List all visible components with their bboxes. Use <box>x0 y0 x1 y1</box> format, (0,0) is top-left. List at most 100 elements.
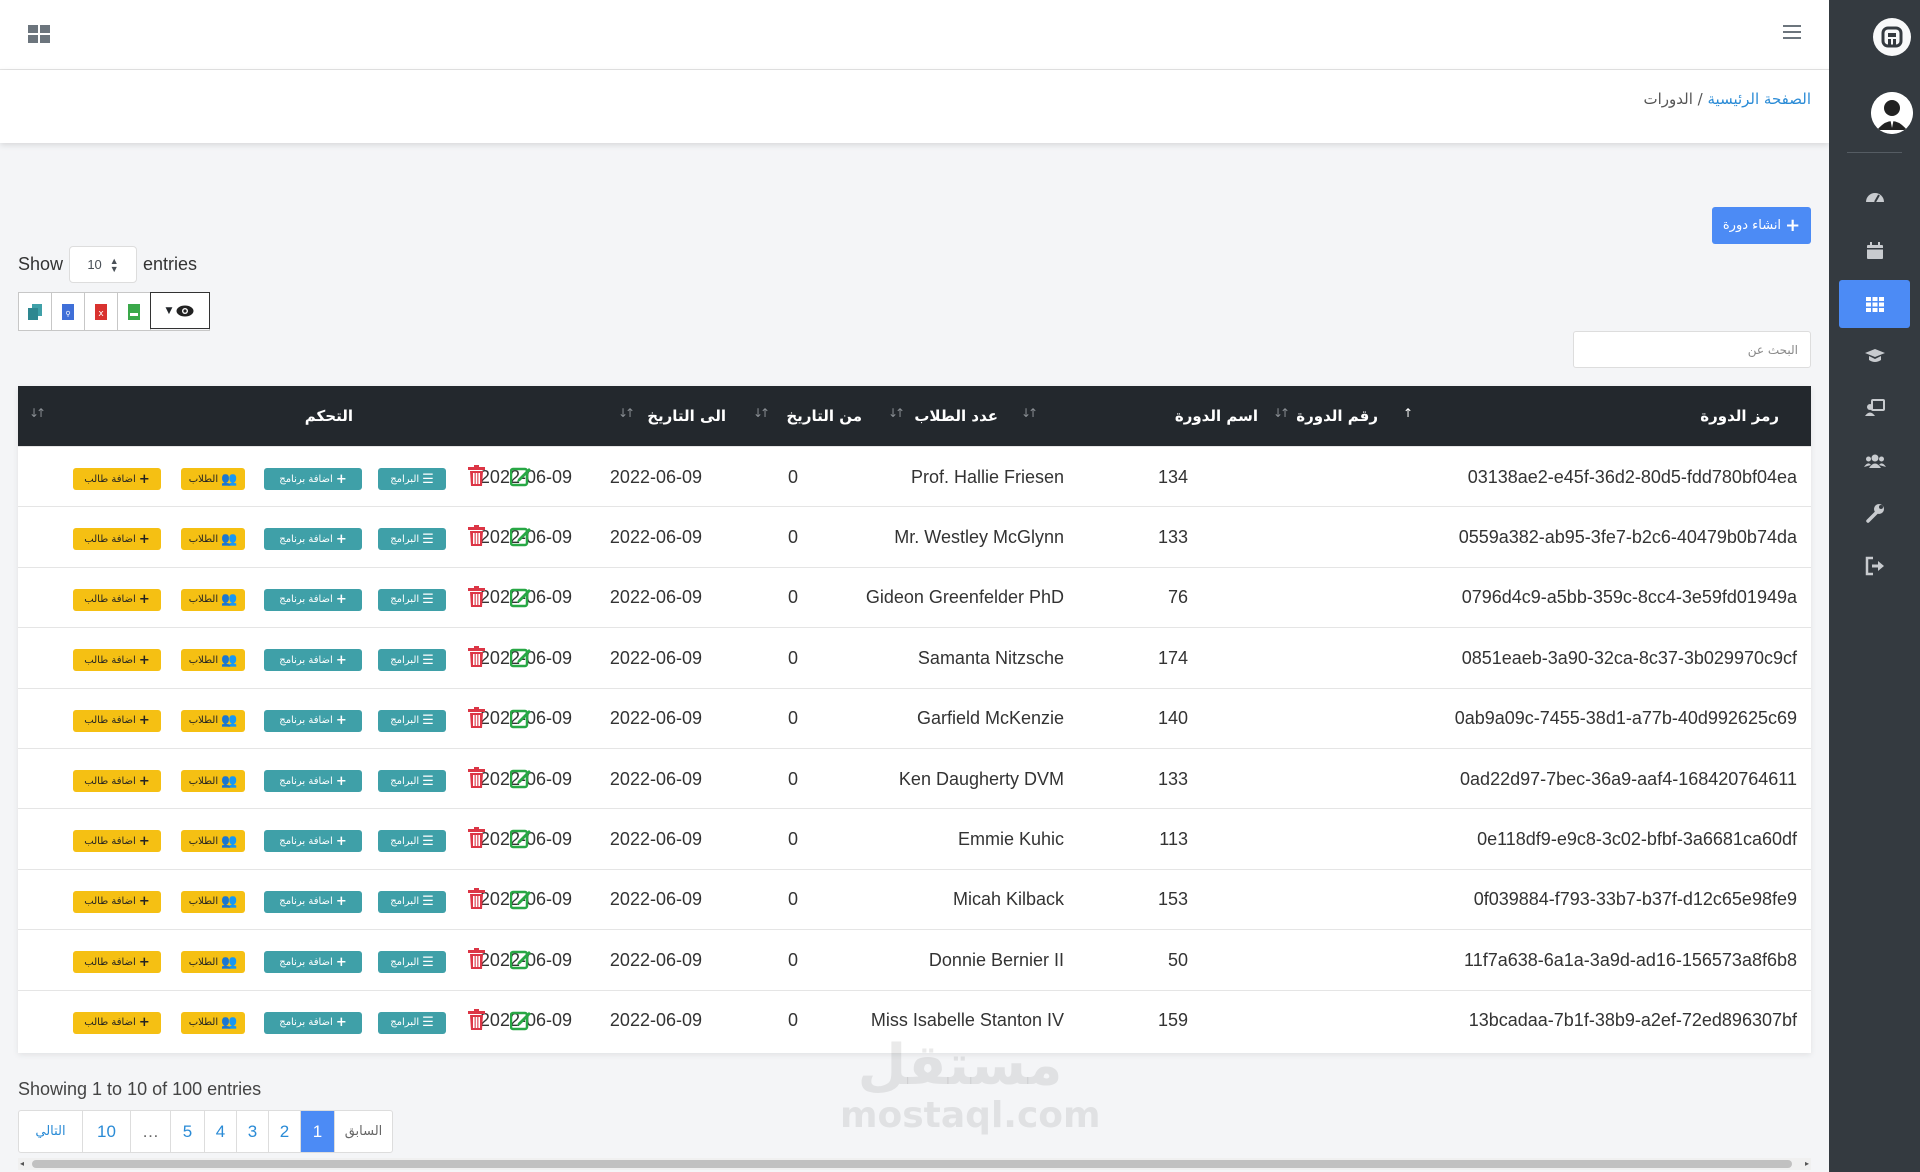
copy-button[interactable] <box>19 293 52 330</box>
add-program-button[interactable]: + اضافة برنامج <box>264 890 362 913</box>
page-button[interactable]: 10 <box>82 1111 130 1152</box>
edit-icon[interactable] <box>510 827 532 849</box>
programs-button[interactable]: ☰ البرامج <box>378 890 446 913</box>
students-button[interactable]: 👥 الطلاب <box>181 951 245 974</box>
user-avatar[interactable] <box>1871 92 1913 134</box>
students-button[interactable]: 👥 الطلاب <box>181 528 245 551</box>
sort-icon[interactable]: ↓↑ <box>753 406 770 420</box>
page-button[interactable]: 4 <box>204 1111 236 1152</box>
scrollbar-thumb[interactable] <box>32 1160 1792 1168</box>
column-header-number[interactable]: رقم الدورة <box>1278 386 1378 446</box>
sidebar-item-logout[interactable] <box>1839 542 1910 590</box>
excel-button[interactable]: x <box>85 293 118 330</box>
sort-icon[interactable]: ↓↑ <box>618 406 635 420</box>
add-student-button[interactable]: + اضافة طالب <box>73 951 161 974</box>
scroll-right-icon[interactable]: ▸ <box>1804 1159 1809 1168</box>
trash-icon[interactable] <box>468 827 485 849</box>
sidebar-item-wrench[interactable] <box>1839 489 1910 537</box>
students-button[interactable]: 👥 الطلاب <box>181 709 245 732</box>
create-course-button[interactable]: + انشاء دورة <box>1712 207 1811 244</box>
search-input[interactable]: البحث عن <box>1573 331 1811 368</box>
column-header-from[interactable]: من التاريخ <box>762 386 862 446</box>
page-button[interactable]: 1 <box>300 1111 334 1152</box>
add-student-button[interactable]: + اضافة طالب <box>73 890 161 913</box>
students-button[interactable]: 👥 الطلاب <box>181 890 245 913</box>
edit-icon[interactable] <box>510 948 532 970</box>
students-button[interactable]: 👥 الطلاب <box>181 588 245 611</box>
students-button[interactable]: 👥 الطلاب <box>181 770 245 792</box>
add-program-button[interactable]: + اضافة برنامج <box>264 770 362 792</box>
apps-grid-icon[interactable] <box>28 25 50 43</box>
students-button[interactable]: 👥 الطلاب <box>181 830 245 853</box>
programs-button[interactable]: ☰ البرامج <box>378 709 446 732</box>
programs-button[interactable]: ☰ البرامج <box>378 649 446 672</box>
programs-button[interactable]: ☰ البرامج <box>378 770 446 792</box>
edit-icon[interactable] <box>510 1009 532 1031</box>
sidebar-item-calendar[interactable] <box>1839 227 1910 275</box>
add-program-button[interactable]: + اضافة برنامج <box>264 468 362 490</box>
column-header-to[interactable]: الى التاريخ <box>626 386 726 446</box>
add-program-button[interactable]: + اضافة برنامج <box>264 709 362 732</box>
sidebar-item-dashboard[interactable] <box>1839 175 1910 223</box>
csv-button[interactable] <box>118 293 151 330</box>
column-visibility-button[interactable]: ▼ <box>150 292 210 329</box>
edit-icon[interactable] <box>510 646 532 668</box>
breadcrumb-home-link[interactable]: الصفحة الرئيسية <box>1707 90 1812 108</box>
add-student-button[interactable]: + اضافة طالب <box>73 709 161 732</box>
students-button[interactable]: 👥 الطلاب <box>181 468 245 490</box>
add-program-button[interactable]: + اضافة برنامج <box>264 528 362 551</box>
add-program-button[interactable]: + اضافة برنامج <box>264 951 362 974</box>
sort-icon[interactable]: ↓↑ <box>1021 406 1038 420</box>
column-header-controls[interactable]: التحكم <box>273 386 353 446</box>
trash-icon[interactable] <box>468 767 485 789</box>
sort-icon[interactable]: ↓↑ <box>29 406 46 420</box>
trash-icon[interactable] <box>468 1008 485 1031</box>
sidebar-item-teacher[interactable] <box>1839 384 1910 432</box>
programs-button[interactable]: ☰ البرامج <box>378 830 446 853</box>
column-header-students[interactable]: عدد الطلاب <box>898 386 998 446</box>
trash-icon[interactable] <box>468 646 485 668</box>
edit-icon[interactable] <box>510 586 532 608</box>
trash-icon[interactable] <box>468 887 485 910</box>
page-button[interactable]: 3 <box>236 1111 268 1152</box>
menu-toggle-icon[interactable] <box>1783 25 1801 41</box>
sort-icon[interactable]: ↓↑ <box>888 406 905 420</box>
programs-button[interactable]: ☰ البرامج <box>378 528 446 551</box>
programs-button[interactable]: ☰ البرامج <box>378 588 446 611</box>
app-logo[interactable] <box>1873 18 1911 56</box>
add-program-button[interactable]: + اضافة برنامج <box>264 649 362 672</box>
programs-button[interactable]: ☰ البرامج <box>378 951 446 974</box>
add-program-button[interactable]: + اضافة برنامج <box>264 830 362 853</box>
edit-icon[interactable] <box>510 888 532 910</box>
scroll-left-icon[interactable]: ◂ <box>20 1159 25 1168</box>
students-button[interactable]: 👥 الطلاب <box>181 1011 245 1034</box>
edit-icon[interactable] <box>510 707 532 729</box>
add-student-button[interactable]: + اضافة طالب <box>73 830 161 853</box>
sort-asc-icon[interactable]: ↑ <box>1403 406 1413 420</box>
pdf-button[interactable]: ⚲ <box>52 293 85 330</box>
next-page-button[interactable]: التالي <box>35 1124 66 1139</box>
add-student-button[interactable]: + اضافة طالب <box>73 468 161 490</box>
programs-button[interactable]: ☰ البرامج <box>378 468 446 490</box>
page-button[interactable]: 2 <box>268 1111 300 1152</box>
sidebar-item-grid[interactable] <box>1839 280 1910 328</box>
trash-icon[interactable] <box>468 465 485 487</box>
sidebar-item-users[interactable] <box>1839 437 1910 485</box>
previous-page-button[interactable]: السابق <box>334 1111 392 1152</box>
add-student-button[interactable]: + اضافة طالب <box>73 770 161 792</box>
edit-icon[interactable] <box>510 525 532 547</box>
trash-icon[interactable] <box>468 525 485 547</box>
trash-icon[interactable] <box>468 585 485 608</box>
trash-icon[interactable] <box>468 948 485 970</box>
add-student-button[interactable]: + اضافة طالب <box>73 649 161 672</box>
add-student-button[interactable]: + اضافة طالب <box>73 1011 161 1034</box>
sidebar-item-graduation[interactable] <box>1839 332 1910 380</box>
add-student-button[interactable]: + اضافة طالب <box>73 588 161 611</box>
edit-icon[interactable] <box>510 767 532 789</box>
sort-icon[interactable]: ↓↑ <box>1273 406 1290 420</box>
page-length-select[interactable]: 10 ▲ ▼ <box>69 246 138 283</box>
trash-icon[interactable] <box>468 706 485 729</box>
column-header-name[interactable]: اسم الدورة <box>1158 386 1258 446</box>
add-student-button[interactable]: + اضافة طالب <box>73 528 161 551</box>
page-button[interactable]: 5 <box>170 1111 204 1152</box>
